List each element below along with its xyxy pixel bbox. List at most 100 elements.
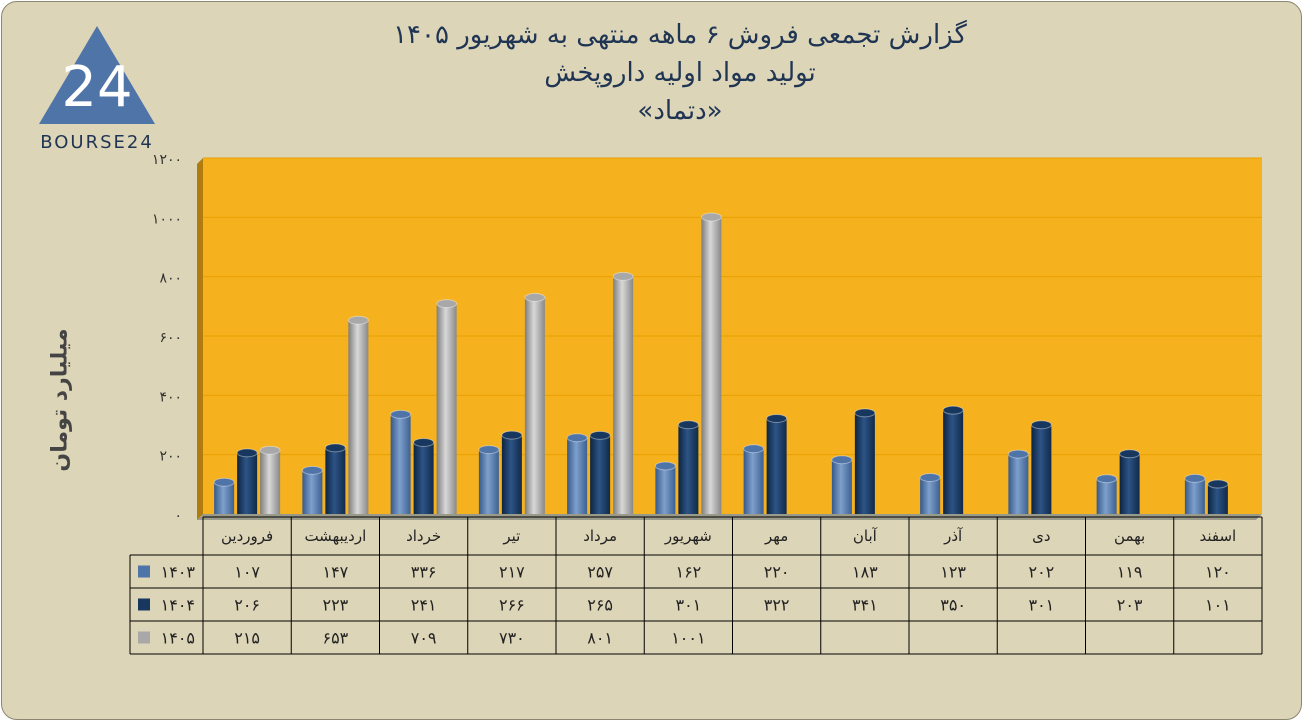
bar-body [766,418,787,514]
bar [677,420,699,514]
bar-top [919,473,941,483]
bar-body [1008,454,1029,514]
bar [347,315,369,514]
bar [1030,420,1052,514]
table-cell-value: ۲۰۲ [1028,563,1054,582]
bar-top [566,433,588,443]
plot-side-wall [197,158,203,520]
bar [436,299,458,514]
bar-body [920,477,941,514]
bar-body [214,482,235,514]
bar-top [589,430,611,440]
bar-top [390,409,412,419]
bar-top [1184,473,1206,483]
bar-body [1031,424,1052,514]
bar [589,430,611,514]
bar-body [854,412,875,514]
bar [1207,479,1229,514]
table-cell-value: ۳۴۱ [852,596,878,615]
legend-swatch [138,598,150,611]
bar-top [1030,420,1052,430]
bar-top [478,445,500,455]
bar-body [655,465,676,514]
bar-top [677,420,699,430]
table-cell-value: ۳۰۱ [1028,596,1054,615]
bar [743,444,765,514]
bar [213,477,235,514]
bar [1119,449,1141,514]
bar-top [436,299,458,309]
category-label: مرداد [583,527,617,545]
table-cell-value: ۶۵۳ [322,629,348,648]
bar [942,405,964,514]
bar-top [259,445,281,455]
bar-top [1207,479,1229,489]
bar-top [854,408,876,418]
chart-title: گزارش تجمعی فروش ۶ ماهه منتهی به شهریور … [300,16,1060,130]
bar-body [1096,478,1117,514]
bar-top [213,477,235,487]
logo-mark: 24 [61,55,132,120]
table-cell-value: ۱۶۲ [675,563,701,582]
table-cell-value: ۲۴۱ [411,596,437,615]
y-tick-label: ۸۰۰ [159,271,182,287]
bar-body [1119,453,1140,514]
title-line-3: «دتماد» [637,96,723,126]
table-cell-value: ۱۱۹ [1117,563,1143,582]
bar-top [501,430,523,440]
bar-body [590,435,611,514]
category-label: دی [1032,527,1050,545]
bar [324,443,346,514]
bar [1184,473,1206,514]
table-cell-value: ۱۲۰ [1205,563,1231,582]
category-label: مهر [764,527,788,545]
bar-top [766,413,788,423]
bar-top [324,443,346,453]
bar [301,465,323,514]
category-label: آبان [853,527,878,545]
table-cell-value: ۲۲۰ [764,563,790,582]
table-cell-value: ۲۲۳ [322,596,348,615]
table-cell-value: ۸۰۱ [587,629,613,648]
table-cell-value: ۲۶۶ [499,596,525,615]
bar-body [237,452,258,514]
legend-series-name: ۱۴۰۳ [161,563,196,582]
bar-body [302,470,323,514]
bar-body [325,447,346,514]
bar [524,292,546,514]
legend-swatch [138,565,150,578]
category-label: اردیبهشت [304,527,366,545]
category-label: اسفند [1200,527,1237,545]
bar-top [942,405,964,415]
bar [700,212,722,514]
bar-body [567,437,588,514]
bar-top [1119,449,1141,459]
y-tick-label: ۴۰۰ [159,389,182,405]
bar-body [501,435,522,514]
table-cell-value: ۱۴۷ [322,563,348,582]
bar-top [1096,474,1118,484]
table-cell-value: ۱۰۰۱ [671,629,705,648]
y-tick-label: ۶۰۰ [159,330,182,346]
bourse24-logo: 24 BOURSE24 [39,26,155,153]
bar-top [743,444,765,454]
bar-body [478,449,499,514]
table-cell-value: ۲۵۷ [587,563,613,582]
bar [259,445,281,514]
bar [854,408,876,514]
bar-body [348,320,369,514]
bar-body [524,297,545,514]
category-label: شهریور [664,527,712,545]
bar [919,473,941,514]
bar-body [701,217,722,514]
bar-body [943,410,964,514]
category-label: آذر [943,527,963,545]
table-cell-value: ۳۳۶ [411,563,437,582]
bar-top [831,455,853,465]
table-cell-value: ۳۵۰ [940,596,966,615]
bar [390,409,412,514]
bar-top [1007,449,1029,459]
y-tick-label: ۱۰۰۰ [152,211,182,227]
table-cell-value: ۱۰۷ [234,563,260,582]
